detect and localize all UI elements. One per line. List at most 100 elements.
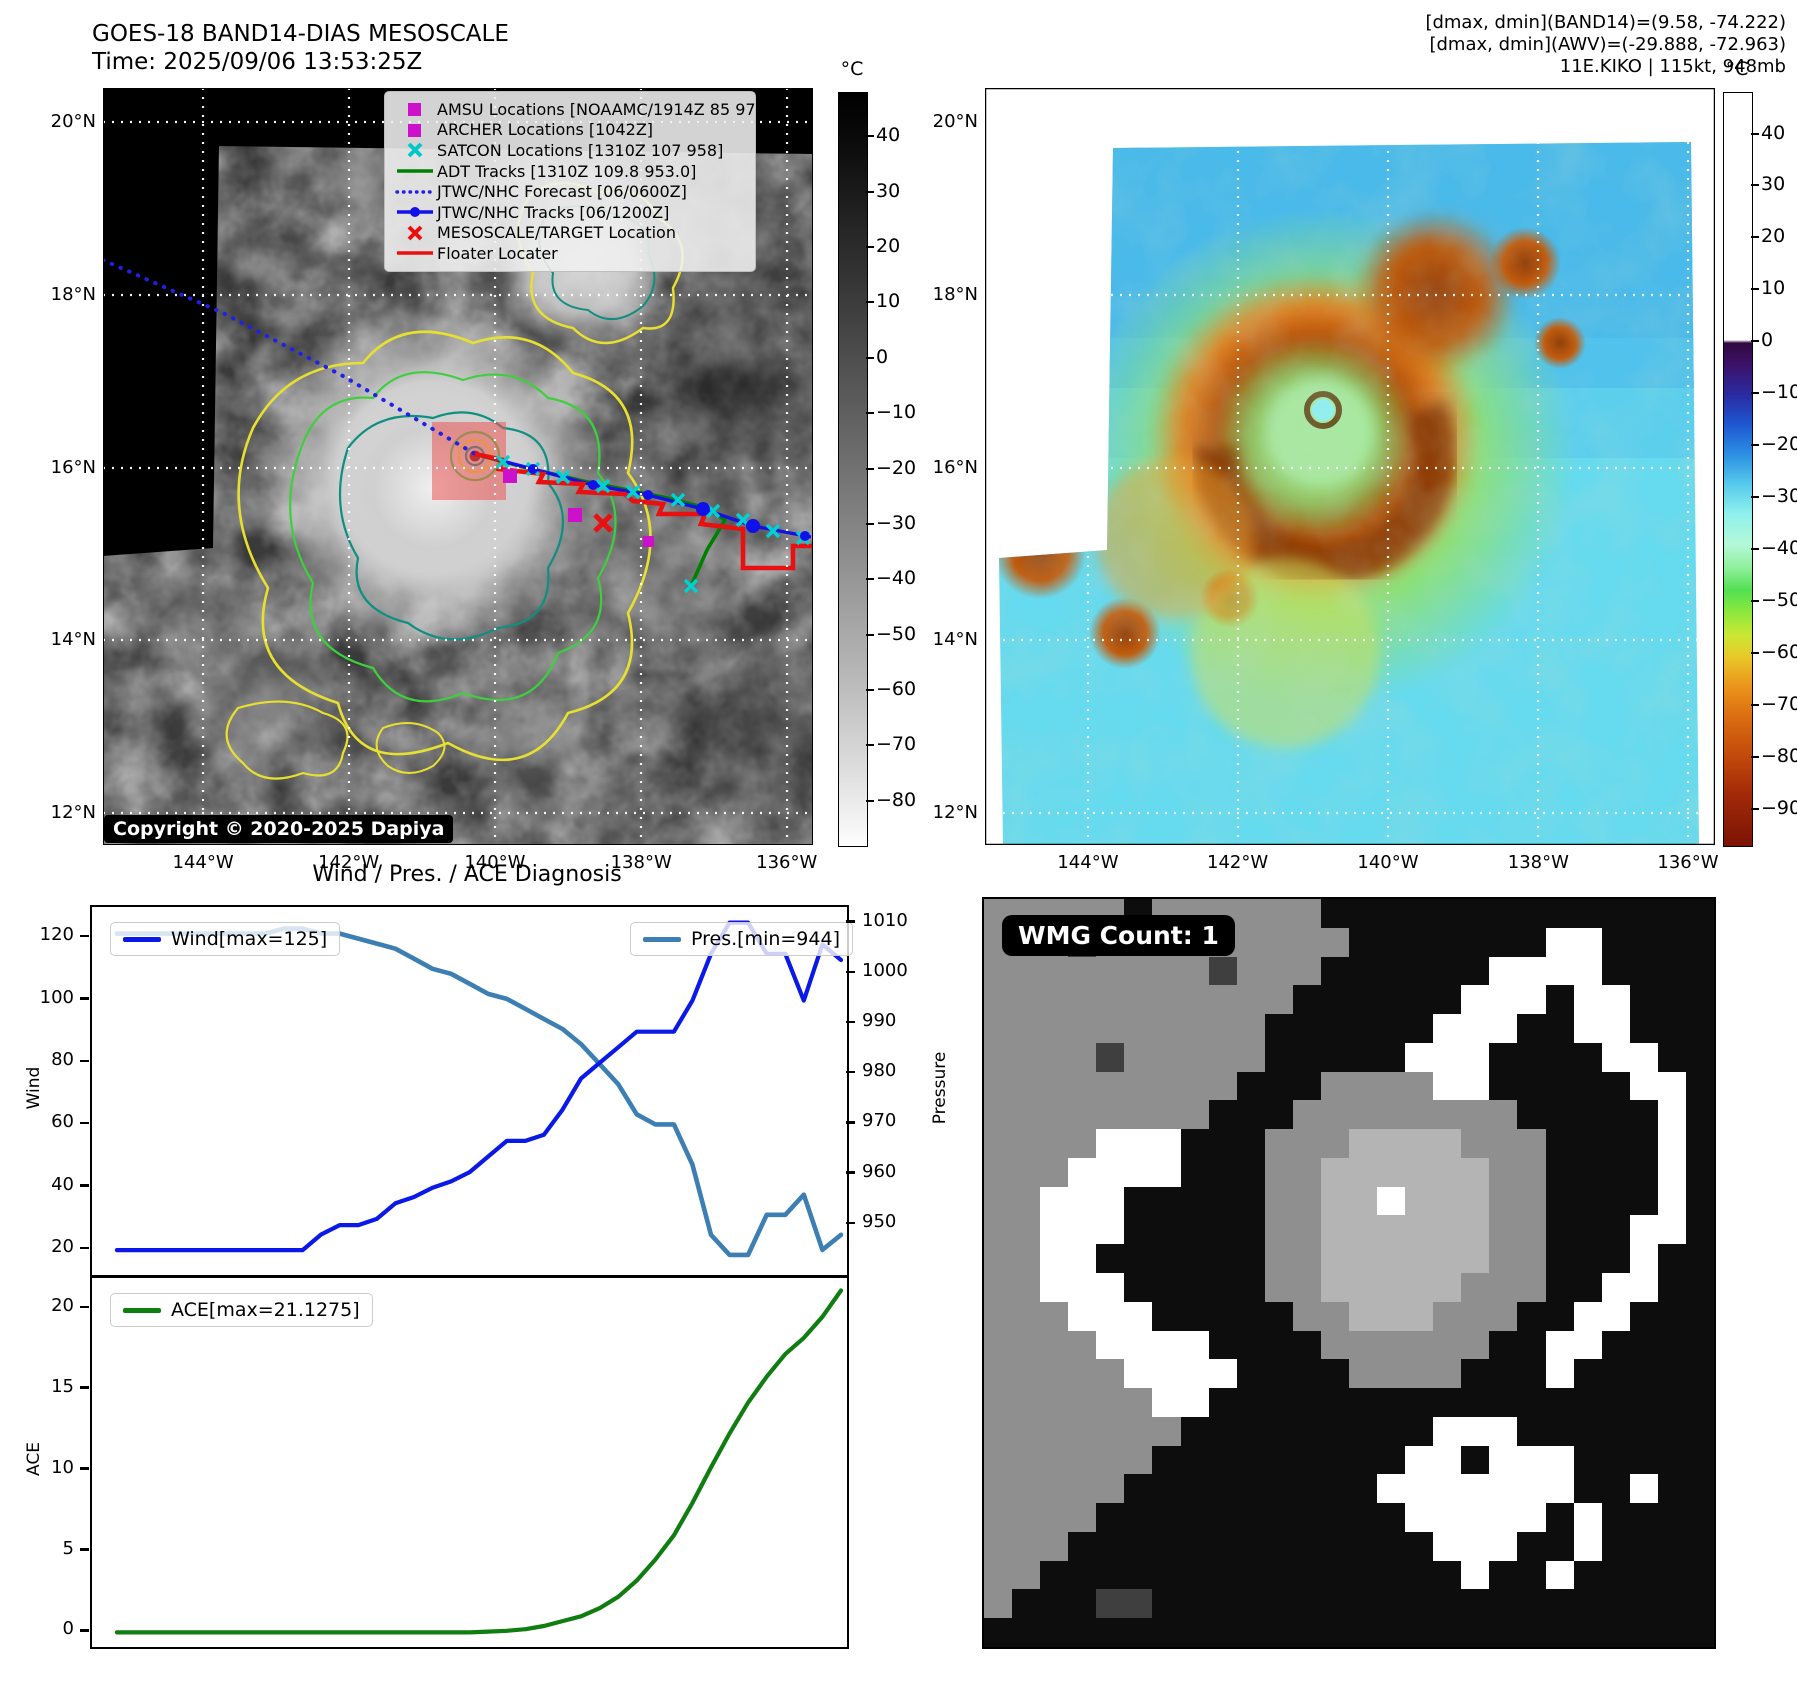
awv-colorbar-tick: 30 [1761,173,1786,196]
band14-lat-label: 18°N [50,283,96,305]
tick-mark [1751,807,1759,810]
band14-lat-label: 20°N [50,111,96,133]
awv-colorbar-tick: −80 [1761,744,1797,767]
band14-colorbar-tick: −10 [876,401,917,424]
pressure-axis-tick: 970 [862,1110,897,1132]
legend-item-label: ARCHER Locations [1042Z] [437,120,654,140]
tick-mark [80,1305,89,1308]
awv-colorbar-unit: °C [1725,58,1749,80]
band14-colorbar-tick: 40 [876,124,901,147]
legend-item: AMSU Locations [NOAAMC/1914Z 85 972] [393,99,772,120]
band14-colorbar-tick: −60 [876,677,917,700]
tick-mark [846,1221,855,1224]
legend-item: SATCON Locations [1310Z 107 958] [393,140,745,161]
tick-mark [80,1386,89,1389]
legend-marker [393,142,437,158]
band14-lon-label: 142°W [318,852,380,873]
square-legend-marker [408,123,421,137]
band14-colorbar-tick: −30 [876,511,917,534]
tick-mark [866,135,874,138]
band14-colorbar-tick: 10 [876,290,901,313]
band14-colorbar-tick: −80 [876,788,917,811]
band14-colorbar-tick: 20 [876,235,901,258]
awv-header-line1: [dmax, dmin](BAND14)=(9.58, -74.222) [1425,12,1786,33]
graticule [103,88,813,845]
ace-legend-swatch [123,1307,161,1313]
tick-mark [1751,703,1759,706]
wmg-panel [982,897,1716,1649]
legend-item: JTWC/NHC Tracks [06/1200Z] [393,202,745,223]
series-line [114,920,844,1253]
wind-axis-tick: 80 [51,1048,74,1070]
legend-marker [393,163,437,179]
legend-item: ADT Tracks [1310Z 109.8 953.0] [393,161,745,182]
tick-mark [1751,599,1759,602]
diagnosis-title: Wind / Pres. / ACE Diagnosis [312,862,622,887]
tick-mark [866,744,874,747]
awv-colorbar-tick: −60 [1761,640,1797,663]
pressure-axis-tick: 990 [862,1009,897,1031]
band14-map-legend: AMSU Locations [NOAAMC/1914Z 85 972] ARCH… [384,91,772,272]
tick-mark [1751,755,1759,758]
awv-lat-label: 18°N [932,283,978,305]
legend-item-label: JTWC/NHC Tracks [06/1200Z] [437,202,670,222]
awv-colorbar [1723,92,1753,847]
tick-mark [866,633,874,636]
pressure-axis-tick: 960 [862,1160,897,1182]
band14-colorbar [838,92,868,847]
line-legend-marker [397,251,433,256]
wind-legend-label: Wind[max=125] [171,928,328,950]
band14-colorbar-tick: −20 [876,456,917,479]
tick-mark [866,412,874,415]
legend-item-label: Floater Locater [437,243,558,263]
ace-legend-label: ACE[max=21.1275] [171,1299,360,1321]
band14-colorbar-tick: 30 [876,179,901,202]
wind-pressure-chart [90,905,849,1277]
pressure-axis-tick: 1000 [862,959,908,981]
tick-mark [866,578,874,581]
awv-lon-label: 136°W [1657,852,1719,873]
legend-item-label: ADT Tracks [1310Z 109.8 953.0] [437,161,697,181]
tick-mark [1751,184,1759,187]
tick-mark [846,920,855,923]
tick-mark [80,997,89,1000]
wmg-count-badge: WMG Count: 1 [1002,915,1235,956]
awv-colorbar-tick: 0 [1761,329,1774,352]
band14-colorbar-tick: −70 [876,733,917,756]
band14-colorbar-tick: −40 [876,567,917,590]
awv-colorbar-tick: −10 [1761,381,1797,404]
tick-mark [1751,340,1759,343]
tick-mark [80,1246,89,1250]
xmark-legend-marker [407,143,423,158]
tick-mark [1751,288,1759,291]
legend-item: ARCHER Locations [1042Z] [393,120,745,141]
jtwc-track-points [528,464,810,541]
awv-lat-label: 20°N [932,111,978,133]
mesoscale-sector-box [432,422,506,500]
tick-mark [80,1629,89,1632]
awv-map [983,86,1717,847]
awv-colorbar-tick: 40 [1761,121,1786,144]
ace-axis-tick: 0 [62,1618,74,1640]
tick-mark [1751,651,1759,654]
band14-title-line2: Time: 2025/09/06 13:53:25Z [92,49,423,75]
square-legend-marker [408,103,421,117]
xmark-legend-marker [407,225,423,241]
wind-axis-tick: 20 [51,1236,74,1258]
awv-lon-label: 142°W [1207,852,1269,873]
awv-lon-label: 138°W [1507,852,1569,873]
ace-axis-tick: 5 [62,1537,74,1559]
tick-mark [866,190,874,193]
tick-mark [866,799,874,802]
band14-lon-label: 144°W [172,852,234,873]
graticule [985,88,1715,845]
legend-item-label: AMSU Locations [NOAAMC/1914Z 85 972] [437,99,773,119]
legend-marker [393,122,437,138]
wind-legend-swatch [123,936,161,942]
legend-marker [393,204,437,220]
awv-colorbar-tick: −70 [1761,692,1797,715]
legend-marker [393,184,437,200]
pressure-axis-tick: 950 [862,1210,897,1232]
wmg-pixel-grid [984,899,1714,1647]
